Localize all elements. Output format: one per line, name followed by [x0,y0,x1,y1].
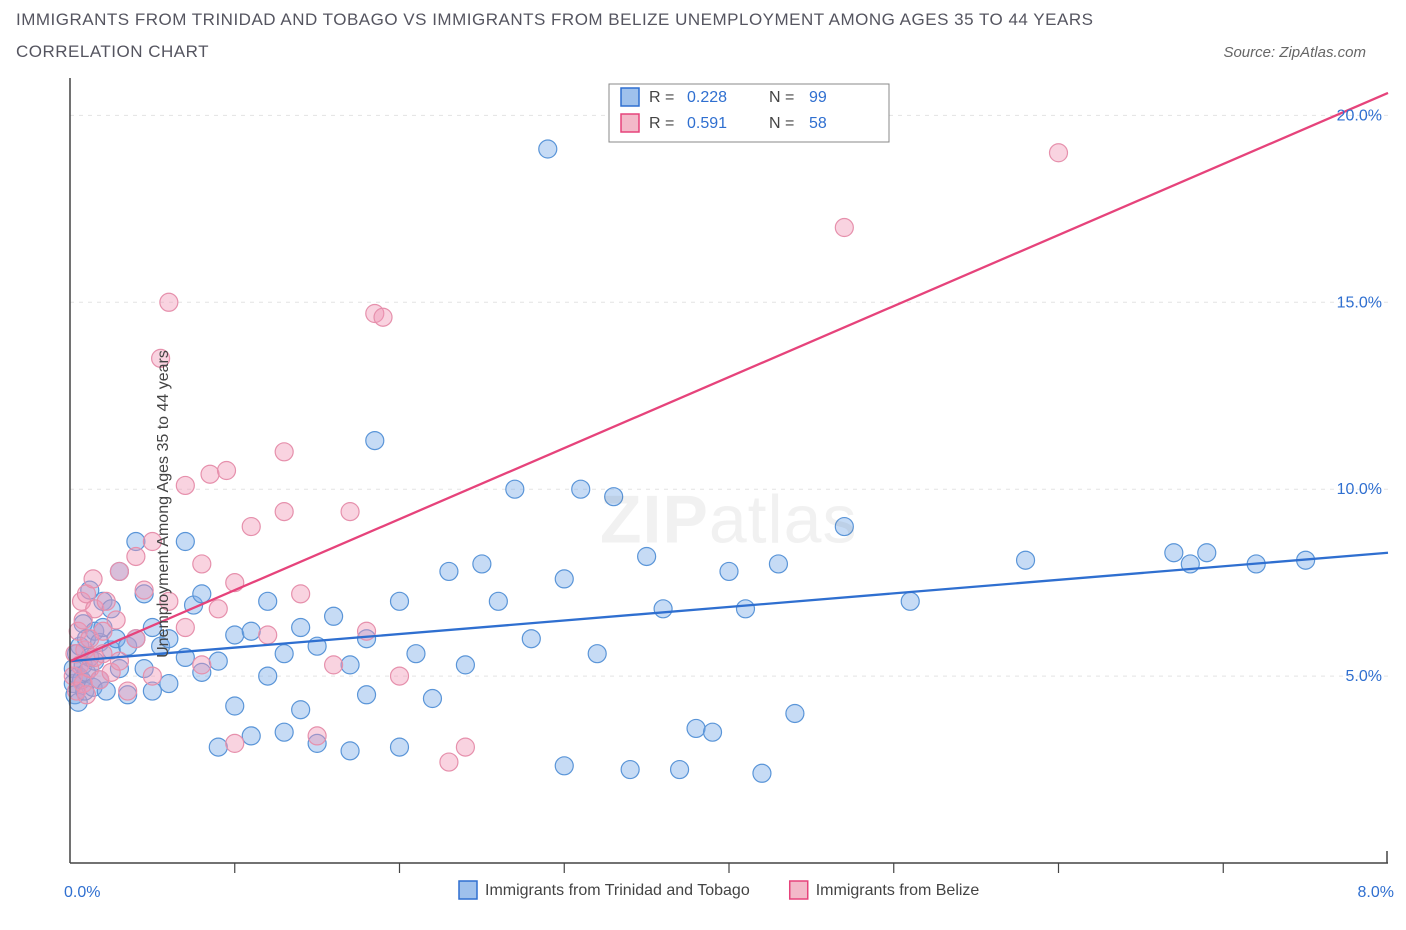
svg-text:58: 58 [809,115,827,132]
svg-text:R =: R = [649,115,674,132]
svg-text:Immigrants from Trinidad and T: Immigrants from Trinidad and Tobago [485,882,750,899]
svg-text:15.0%: 15.0% [1337,294,1382,311]
chart-area: Unemployment Among Ages 35 to 44 years 0… [0,78,1406,930]
svg-text:0.591: 0.591 [687,115,727,132]
chart-title-line1: IMMIGRANTS FROM TRINIDAD AND TOBAGO VS I… [16,10,1390,30]
source-label: Source: ZipAtlas.com [1223,44,1390,61]
svg-text:5.0%: 5.0% [1346,668,1382,685]
svg-text:N =: N = [769,115,794,132]
svg-text:8.0%: 8.0% [1358,884,1394,901]
svg-text:Immigrants from Belize: Immigrants from Belize [816,882,980,899]
svg-text:0.228: 0.228 [687,89,727,106]
chart-title-line2: CORRELATION CHART [16,42,209,62]
svg-text:10.0%: 10.0% [1337,481,1382,498]
svg-text:20.0%: 20.0% [1337,107,1382,124]
svg-text:N =: N = [769,89,794,106]
y-axis-label: Unemployment Among Ages 35 to 44 years [155,350,173,658]
svg-text:99: 99 [809,89,827,106]
svg-text:R =: R = [649,89,674,106]
svg-text:0.0%: 0.0% [64,884,100,901]
scatter-plot: 0.0% 8.0% 5.0% 10.0% 15.0% 20.0% R = 0.228 N = 99… [0,78,1406,930]
